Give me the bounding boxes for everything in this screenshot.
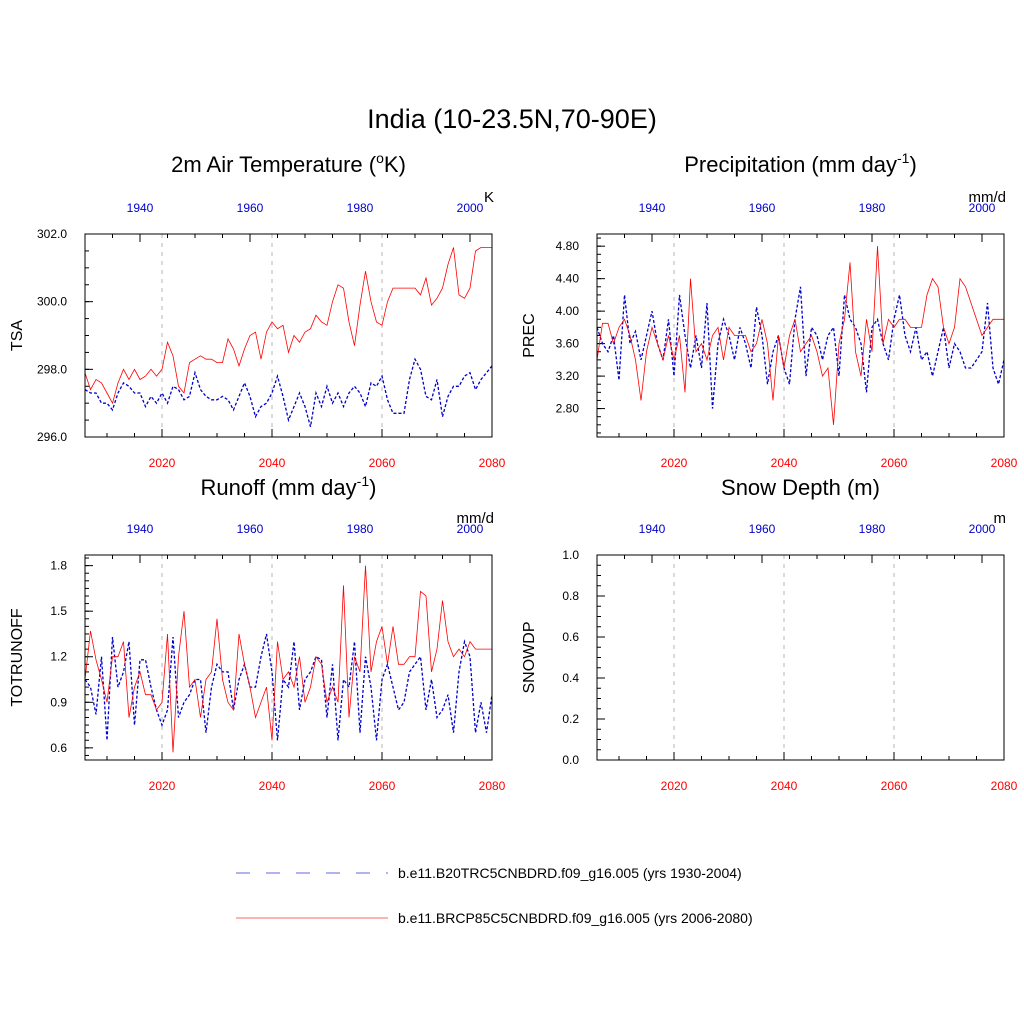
x-tick-label-bottom-2020: 2020	[149, 456, 176, 470]
x-tick-label-bottom-2080: 2080	[991, 779, 1018, 793]
x-tick-label-top-2000: 2000	[457, 522, 484, 536]
plot-frame-prec	[596, 233, 1005, 438]
x-tick-label-bottom-2040: 2040	[259, 779, 286, 793]
panel-title-text: 2m Air Temperature (	[171, 152, 377, 177]
x-tick-label-top-1940: 1940	[127, 522, 154, 536]
series-future-runoff	[85, 565, 492, 753]
x-tick-label-top-1940: 1940	[127, 201, 154, 215]
series-future-prec	[597, 246, 1004, 425]
panels: 2m Air Temperature (oK) K TSA 2020 2040 2060 2…	[9, 150, 1018, 793]
x-tick-label-top-1980: 1980	[859, 201, 886, 215]
plot-frame-tsa	[84, 233, 493, 438]
y-tick-label-0.9: 0.9	[50, 695, 67, 709]
legend-label-future: b.e11.BRCP85C5CNBDRD.f09_g16.005 (yrs 20…	[398, 910, 753, 926]
units-label-prec: mm/d	[969, 189, 1007, 206]
x-tick-label-top-1980: 1980	[347, 522, 374, 536]
x-tick-label-bottom-2060: 2060	[369, 779, 396, 793]
panel-title-text-end: K)	[384, 152, 406, 177]
panel-title-superscript: -1	[357, 473, 370, 489]
y-tick-label-4.40: 4.40	[556, 272, 580, 286]
x-tick-label-bottom-2080: 2080	[479, 456, 506, 470]
panel-tsa: 2m Air Temperature (oK) K TSA 2020 2040 2060 2…	[9, 150, 506, 470]
y-tick-label-0.8: 0.8	[562, 589, 579, 603]
series-historical-prec	[597, 286, 1004, 409]
y-tick-label-0.6: 0.6	[50, 741, 67, 755]
x-tick-label-bottom-2020: 2020	[661, 456, 688, 470]
y-tick-label-298.0: 298.0	[37, 362, 67, 376]
series-historical-tsa	[85, 357, 492, 427]
x-tick-label-bottom-2060: 2060	[881, 456, 908, 470]
panel-title-snowdp: Snow Depth (m)	[721, 475, 880, 500]
panel-title-text-end: )	[369, 475, 376, 500]
plot-frame-snowdp	[596, 554, 1005, 761]
panel-title-text: Runoff (mm day	[201, 475, 357, 500]
series-historical-runoff	[85, 633, 492, 741]
x-tick-label-top-1960: 1960	[749, 201, 776, 215]
panel-title-runoff: Runoff (mm day-1)	[201, 473, 377, 500]
x-tick-label-top-1960: 1960	[749, 522, 776, 536]
y-axis-label-prec: PREC	[521, 313, 538, 357]
y-tick-label-3.20: 3.20	[556, 369, 580, 383]
legend: b.e11.B20TRC5CNBDRD.f09_g16.005 (yrs 193…	[236, 865, 753, 926]
x-tick-label-bottom-2040: 2040	[771, 779, 798, 793]
legend-label-historical: b.e11.B20TRC5CNBDRD.f09_g16.005 (yrs 193…	[398, 865, 742, 881]
panel-snowdp: Snow Depth (m) m SNOWDP 2020 2040 2060 2080 194…	[521, 475, 1018, 793]
y-axis-label-runoff: TOTRUNOFF	[9, 608, 26, 707]
x-tick-label-bottom-2080: 2080	[479, 779, 506, 793]
y-tick-label-3.60: 3.60	[556, 337, 580, 351]
y-tick-label-1.5: 1.5	[50, 604, 67, 618]
series-future-tsa	[85, 247, 492, 405]
y-tick-label-4.80: 4.80	[556, 239, 580, 253]
x-tick-label-top-1940: 1940	[639, 201, 666, 215]
x-tick-label-bottom-2060: 2060	[369, 456, 396, 470]
x-tick-label-top-1960: 1960	[237, 522, 264, 536]
x-tick-label-bottom-2060: 2060	[881, 779, 908, 793]
main-title: India (10-23.5N,70-90E)	[367, 104, 657, 134]
panel-title-prec: Precipitation (mm day-1)	[684, 150, 917, 177]
plot-frame-runoff	[84, 554, 493, 761]
y-tick-label-2.80: 2.80	[556, 402, 580, 416]
x-tick-label-bottom-2040: 2040	[771, 456, 798, 470]
x-tick-label-top-1980: 1980	[347, 201, 374, 215]
y-tick-label-302.0: 302.0	[37, 227, 67, 241]
panel-runoff: Runoff (mm day-1) mm/d TOTRUNOFF 2020 2040 20…	[9, 473, 506, 793]
x-tick-label-top-2000: 2000	[457, 201, 484, 215]
y-tick-label-1.2: 1.2	[50, 650, 67, 664]
y-tick-label-0.4: 0.4	[562, 671, 579, 685]
y-tick-label-0.6: 0.6	[562, 630, 579, 644]
panel-title-text: Snow Depth (m)	[721, 475, 880, 500]
x-tick-label-top-1940: 1940	[639, 522, 666, 536]
panel-title-superscript: -1	[897, 150, 910, 166]
y-tick-label-1.0: 1.0	[562, 548, 579, 562]
y-axis-label-snowdp: SNOWDP	[521, 622, 538, 694]
x-tick-label-bottom-2080: 2080	[991, 456, 1018, 470]
y-tick-label-296.0: 296.0	[37, 430, 67, 444]
x-tick-label-bottom-2040: 2040	[259, 456, 286, 470]
y-tick-label-4.00: 4.00	[556, 304, 580, 318]
x-tick-label-top-2000: 2000	[969, 201, 996, 215]
units-label-runoff: mm/d	[457, 510, 495, 527]
y-tick-label-0.0: 0.0	[562, 753, 579, 767]
y-tick-label-0.2: 0.2	[562, 712, 579, 726]
panel-title-text: Precipitation (mm day	[684, 152, 897, 177]
panel-title-tsa: 2m Air Temperature (oK)	[171, 150, 406, 177]
x-tick-label-top-1960: 1960	[237, 201, 264, 215]
y-axis-label-tsa: TSA	[9, 320, 26, 351]
y-tick-label-300.0: 300.0	[37, 295, 67, 309]
x-tick-label-top-1980: 1980	[859, 522, 886, 536]
x-tick-label-bottom-2020: 2020	[661, 779, 688, 793]
units-label-tsa: K	[484, 189, 494, 206]
x-tick-label-top-2000: 2000	[969, 522, 996, 536]
y-tick-label-1.8: 1.8	[50, 559, 67, 573]
units-label-snowdp: m	[994, 510, 1007, 527]
panel-title-superscript: o	[376, 150, 384, 166]
panel-prec: Precipitation (mm day-1) mm/d PREC 2020 2040…	[521, 150, 1018, 470]
x-tick-label-bottom-2020: 2020	[149, 779, 176, 793]
panel-title-text-end: )	[909, 152, 916, 177]
